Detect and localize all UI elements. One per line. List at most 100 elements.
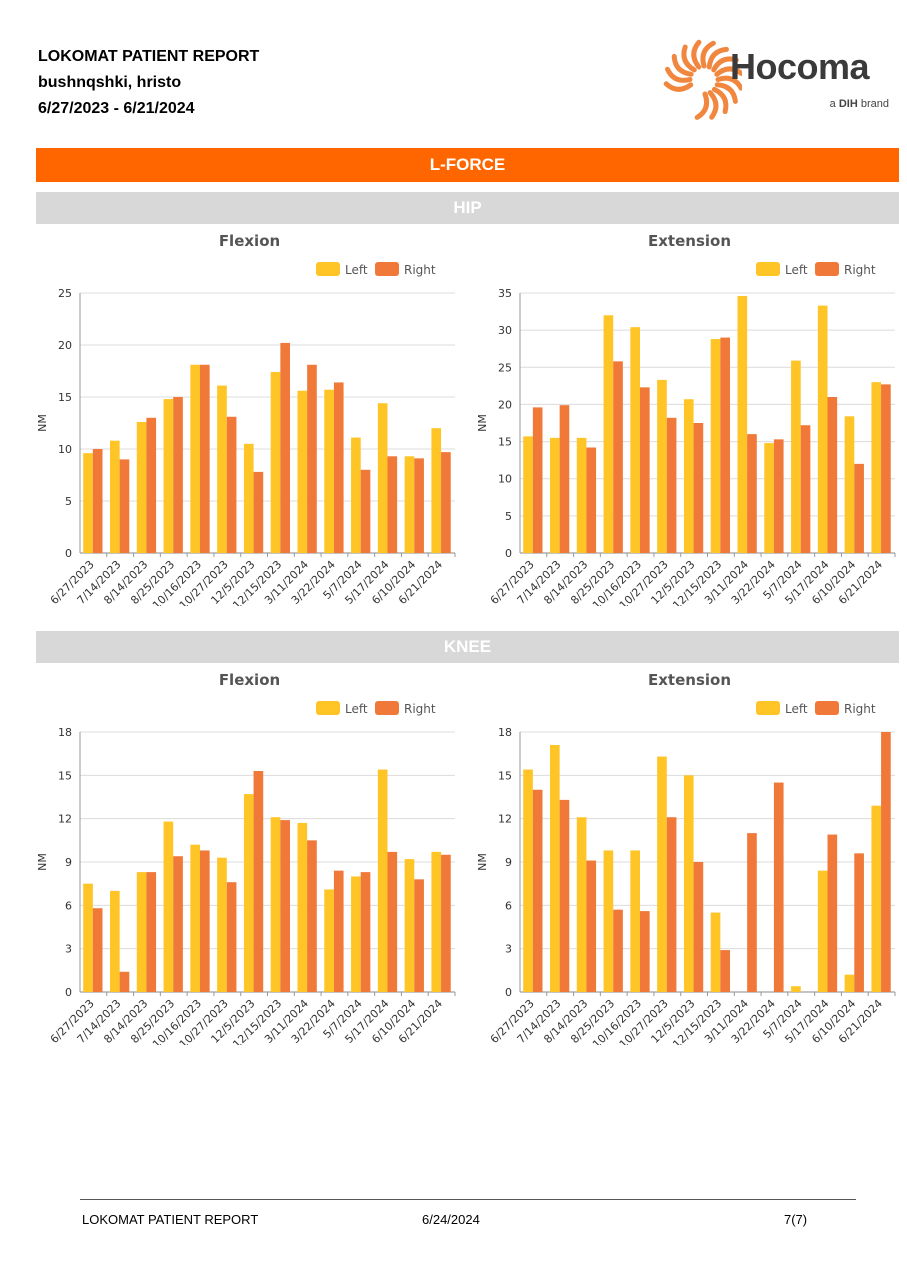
bar-right bbox=[146, 872, 157, 992]
y-tick-label: 6 bbox=[505, 899, 512, 912]
logo-ray bbox=[694, 91, 710, 120]
y-tick-label: 0 bbox=[505, 986, 512, 999]
legend-label-right: Right bbox=[844, 702, 876, 716]
logo-brand-line: a DIH brand bbox=[830, 98, 889, 110]
bar-right bbox=[414, 879, 424, 992]
logo-ray bbox=[665, 66, 693, 83]
bar-left bbox=[190, 364, 200, 553]
logo-wordmark: Hocoma bbox=[730, 46, 870, 87]
bar-left bbox=[576, 437, 587, 553]
bar-right bbox=[666, 417, 677, 553]
bar-left bbox=[630, 327, 640, 553]
bar-left bbox=[844, 974, 855, 992]
y-tick-label: 10 bbox=[498, 473, 512, 486]
bar-right bbox=[92, 449, 103, 553]
bar-right bbox=[640, 911, 650, 992]
bar-right bbox=[773, 439, 784, 553]
bar-right bbox=[720, 337, 730, 553]
bar-left bbox=[871, 805, 882, 992]
chart-hip-flexion: Flexion Left Right 0 5 10 15 20 25 NM 6/27/2023 7/1… bbox=[28, 226, 468, 606]
y-tick-label: 25 bbox=[498, 361, 512, 374]
bar-right bbox=[414, 458, 424, 553]
bar-right bbox=[333, 870, 344, 992]
bar-right bbox=[854, 853, 864, 992]
y-tick-label: 5 bbox=[505, 510, 512, 523]
bar-left bbox=[683, 775, 694, 992]
bar-right bbox=[586, 860, 597, 992]
bar-left bbox=[110, 890, 120, 992]
legend-label-left: Left bbox=[785, 702, 808, 716]
logo-ray bbox=[691, 39, 702, 70]
hocoma-sun-icon bbox=[663, 39, 744, 120]
bar-right bbox=[146, 417, 157, 553]
chart-knee-extension: Extension Left Right 0 3 6 9 12 15 18 NM 6/27/2023 7… bbox=[468, 665, 907, 1045]
bar-left bbox=[550, 745, 560, 992]
hocoma-logo: Hocoma a DIH brand bbox=[662, 38, 897, 120]
y-tick-label: 9 bbox=[505, 856, 512, 869]
bar-right bbox=[532, 789, 543, 992]
legend-label-right: Right bbox=[404, 702, 436, 716]
bar-left bbox=[404, 859, 415, 992]
bar-right bbox=[747, 833, 757, 992]
y-tick-label: 0 bbox=[505, 547, 512, 560]
report-title: LOKOMAT PATIENT REPORT bbox=[38, 48, 260, 65]
bar-left bbox=[297, 390, 308, 553]
brand-bold: DIH bbox=[838, 98, 858, 110]
bar-left bbox=[270, 372, 281, 553]
logo-ray bbox=[700, 40, 716, 69]
bar-left bbox=[791, 986, 801, 992]
y-tick-label: 18 bbox=[498, 726, 512, 739]
bar-right bbox=[881, 732, 891, 992]
logo-ray bbox=[714, 66, 744, 77]
logo-ray bbox=[671, 53, 694, 77]
bar-left bbox=[657, 379, 667, 553]
footer-divider bbox=[80, 1199, 856, 1200]
bar-left bbox=[324, 889, 334, 992]
bar-left bbox=[377, 403, 388, 553]
bar-right bbox=[559, 405, 570, 553]
y-tick-label: 20 bbox=[58, 339, 72, 352]
bar-left bbox=[710, 339, 721, 553]
bar-right bbox=[613, 909, 623, 992]
y-tick-label: 12 bbox=[498, 813, 512, 826]
bar-right bbox=[360, 872, 371, 992]
bar-left bbox=[110, 440, 120, 553]
bar-left bbox=[710, 912, 721, 992]
bar-right bbox=[226, 882, 237, 992]
bar-right bbox=[559, 799, 570, 992]
report-header: LOKOMAT PATIENT REPORT bushnqshki, hrist… bbox=[38, 44, 259, 122]
bar-right bbox=[360, 469, 371, 553]
bar-right bbox=[280, 342, 290, 553]
bar-right bbox=[119, 971, 130, 992]
bar-left bbox=[243, 443, 254, 553]
chart-hip-extension: Extension Left Right 0 5 10 15 20 25 30 35 NM 6/27/2… bbox=[468, 226, 907, 606]
y-tick-label: 0 bbox=[65, 547, 72, 560]
bar-left bbox=[523, 436, 533, 553]
logo-ray bbox=[681, 44, 697, 73]
y-tick-label: 3 bbox=[65, 943, 72, 956]
bar-right bbox=[532, 407, 543, 553]
bar-right bbox=[307, 840, 317, 992]
bar-right bbox=[226, 416, 237, 553]
bar-left bbox=[217, 385, 227, 553]
legend-label-left: Left bbox=[345, 263, 368, 277]
bar-left bbox=[657, 756, 667, 992]
bar-left bbox=[817, 305, 828, 553]
bar-left bbox=[523, 769, 533, 992]
bar-left bbox=[431, 851, 442, 992]
bar-right bbox=[119, 459, 130, 553]
bar-left bbox=[817, 870, 828, 992]
footer-page-number: 7(7) bbox=[784, 1212, 808, 1227]
chart-title: Extension bbox=[648, 671, 731, 689]
bar-right bbox=[253, 771, 264, 992]
y-axis-label: NM bbox=[36, 414, 49, 432]
bar-right bbox=[333, 382, 344, 553]
bar-left bbox=[791, 360, 801, 553]
logo-ray bbox=[715, 75, 744, 91]
bar-right bbox=[854, 463, 864, 553]
logo-ray bbox=[711, 86, 729, 115]
logo-ray bbox=[663, 81, 694, 92]
bar-left bbox=[603, 850, 614, 992]
y-tick-label: 5 bbox=[65, 495, 72, 508]
